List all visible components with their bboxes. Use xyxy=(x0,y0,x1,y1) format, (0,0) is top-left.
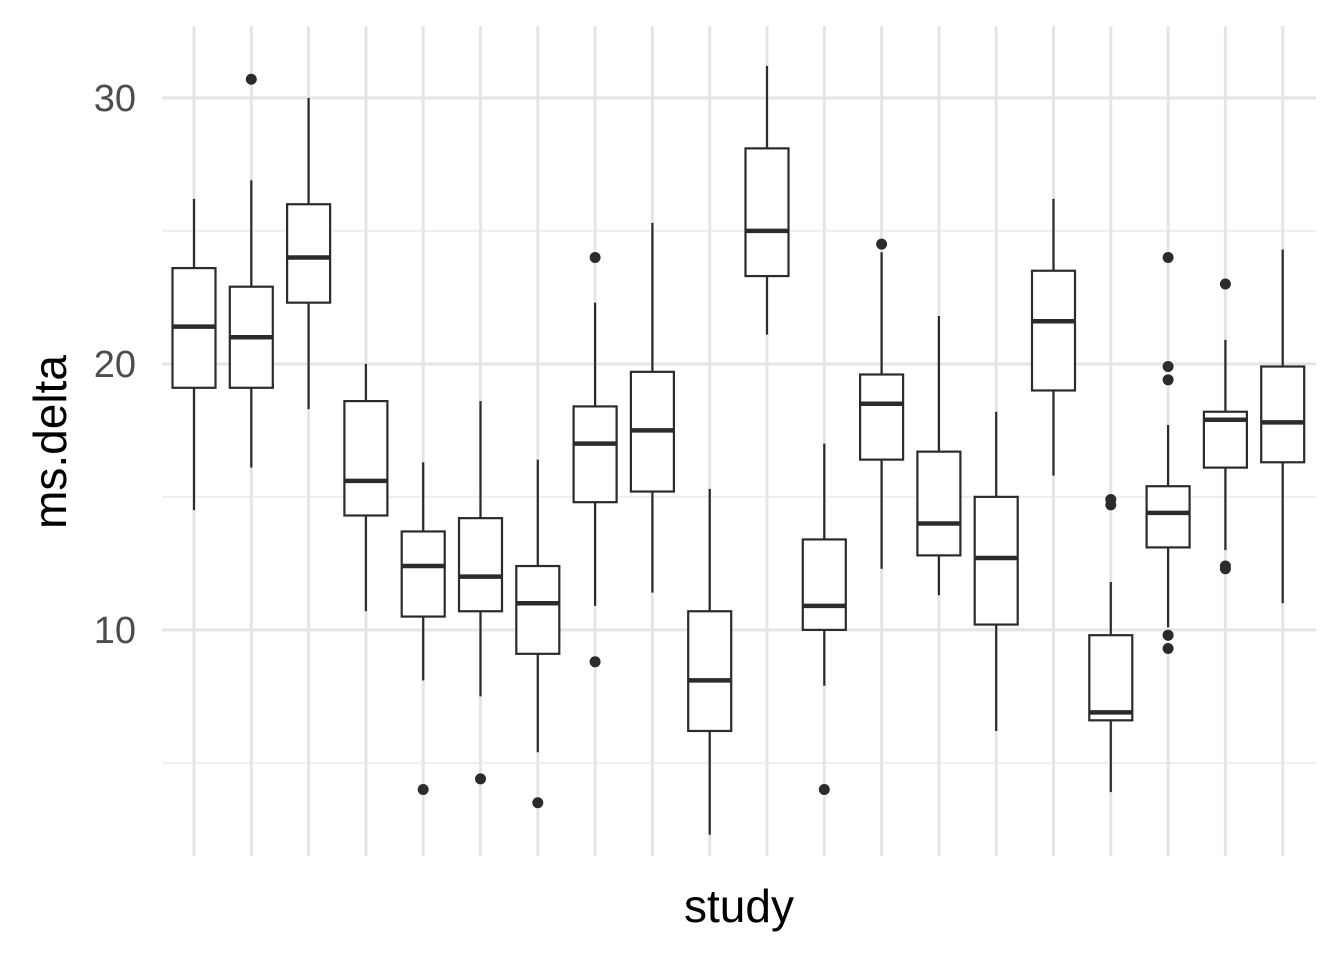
outlier-point xyxy=(1219,563,1231,575)
y-axis-title: ms.delta xyxy=(24,355,76,529)
box-iqr xyxy=(1145,485,1191,549)
box-iqr xyxy=(687,610,733,733)
grid-layer xyxy=(162,26,1316,856)
box-iqr xyxy=(343,399,389,517)
outlier-point xyxy=(475,773,486,785)
box-group xyxy=(1088,494,1134,793)
y-tick-label: 10 xyxy=(94,610,136,652)
box-group xyxy=(629,222,676,593)
outlier-point xyxy=(1162,629,1174,641)
outlier-point xyxy=(417,783,429,795)
box-group xyxy=(343,363,389,612)
outlier-point xyxy=(1162,374,1174,386)
box-group xyxy=(1145,251,1191,654)
x-axis-title: study xyxy=(684,880,794,932)
outlier-point xyxy=(876,238,888,250)
box-iqr xyxy=(1260,365,1306,464)
box-group xyxy=(400,462,446,795)
box-iqr xyxy=(572,405,618,504)
box-iqr xyxy=(1088,634,1134,722)
outlier-point xyxy=(1105,499,1117,511)
outlier-point xyxy=(1162,643,1174,654)
box-group xyxy=(1202,278,1249,575)
outlier-point xyxy=(1162,251,1174,263)
box-iqr xyxy=(858,373,905,461)
box-group xyxy=(228,73,274,468)
box-group xyxy=(457,401,504,785)
box-iqr xyxy=(457,517,504,613)
box-group xyxy=(286,97,332,410)
box-layer xyxy=(171,65,1306,835)
box-group xyxy=(515,459,561,809)
box-group xyxy=(801,443,847,795)
box-group xyxy=(916,315,962,596)
box-group xyxy=(973,411,1019,731)
box-iqr xyxy=(286,203,332,304)
y-tick-label: 20 xyxy=(94,344,136,386)
box-group xyxy=(687,488,733,835)
box-iqr xyxy=(400,530,446,618)
box-group xyxy=(171,198,217,511)
box-group xyxy=(1260,249,1306,604)
outlier-point xyxy=(589,656,601,668)
box-group xyxy=(572,251,618,668)
box-group xyxy=(744,65,790,335)
outlier-point xyxy=(1219,278,1231,290)
box-iqr xyxy=(1202,410,1249,469)
outlier-point xyxy=(245,73,257,85)
outlier-point xyxy=(589,251,601,263)
box-iqr xyxy=(916,450,962,557)
box-iqr xyxy=(1030,269,1077,392)
box-group xyxy=(1030,198,1077,476)
outlier-point xyxy=(532,797,544,809)
y-tick-label: 30 xyxy=(94,78,136,120)
outlier-point xyxy=(1162,361,1174,373)
box-iqr xyxy=(744,147,790,278)
box-iqr xyxy=(973,495,1019,626)
box-group xyxy=(858,238,905,569)
outlier-point xyxy=(818,783,830,795)
box-iqr xyxy=(801,538,847,631)
y-tick-labels: 10 20 30 xyxy=(94,78,136,652)
box-iqr xyxy=(515,564,561,655)
